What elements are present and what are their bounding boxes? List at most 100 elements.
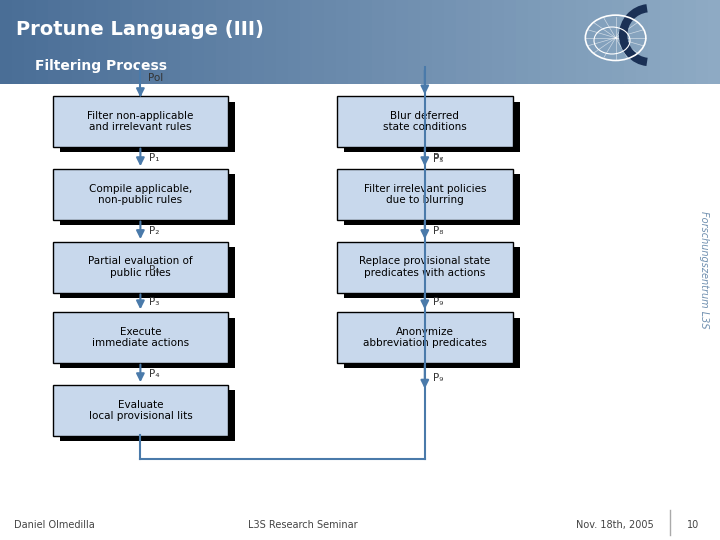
FancyBboxPatch shape [344,174,520,225]
FancyBboxPatch shape [53,385,228,436]
FancyBboxPatch shape [60,318,235,368]
Text: Anonymize
abbreviation predicates: Anonymize abbreviation predicates [363,327,487,348]
Bar [36,0,48,84]
FancyBboxPatch shape [337,96,513,147]
Bar [696,0,708,84]
Text: P₄: P₄ [149,369,160,379]
Bar [108,0,120,84]
Text: P₆: P₆ [149,265,159,275]
FancyBboxPatch shape [53,312,228,363]
Bar [480,0,492,84]
Bar [516,0,528,84]
Bar [708,0,720,84]
Text: Partial evaluation of
public rules: Partial evaluation of public rules [88,256,193,278]
Bar [576,0,588,84]
Text: P₉: P₉ [433,373,444,383]
Bar [528,0,540,84]
Bar [168,0,180,84]
Bar [492,0,504,84]
Bar [372,0,384,84]
Bar [144,0,156,84]
FancyBboxPatch shape [60,174,235,225]
Text: L3S Research Seminar: L3S Research Seminar [248,520,357,530]
Bar [324,0,336,84]
Bar [0,0,12,84]
FancyBboxPatch shape [60,390,235,441]
Bar [300,0,312,84]
Bar [648,0,660,84]
Text: P₈: P₈ [433,226,444,236]
Text: P₃: P₃ [149,298,159,307]
Text: Compile applicable,
non-public rules: Compile applicable, non-public rules [89,184,192,205]
Bar [396,0,408,84]
Bar [384,0,396,84]
Bar [612,0,624,84]
Text: 10: 10 [686,520,699,530]
Bar [336,0,348,84]
Bar [360,0,372,84]
Text: Filtering Process: Filtering Process [35,59,166,73]
FancyBboxPatch shape [344,318,520,368]
Text: P₁: P₁ [149,153,160,163]
Bar [48,0,60,84]
Bar [624,0,636,84]
Bar [72,0,84,84]
Text: Evaluate
local provisional lits: Evaluate local provisional lits [89,400,192,421]
Bar [60,0,72,84]
Bar [24,0,36,84]
Bar [132,0,144,84]
Text: P₇: P₇ [433,153,444,163]
Bar [504,0,516,84]
Bar [312,0,324,84]
FancyBboxPatch shape [60,247,235,298]
Bar [408,0,420,84]
Bar [156,0,168,84]
Bar [216,0,228,84]
Bar [120,0,132,84]
Bar [192,0,204,84]
Text: Nov. 18th, 2005: Nov. 18th, 2005 [576,520,654,530]
Bar [444,0,456,84]
FancyBboxPatch shape [60,102,235,152]
Bar [84,0,96,84]
Text: Blur deferred
state conditions: Blur deferred state conditions [383,111,467,132]
Bar [672,0,684,84]
Bar [348,0,360,84]
Bar [180,0,192,84]
Bar [228,0,240,84]
FancyBboxPatch shape [337,312,513,363]
Bar [96,0,108,84]
Bar [204,0,216,84]
Bar [564,0,576,84]
Text: Protune Language (III): Protune Language (III) [16,20,264,39]
FancyBboxPatch shape [337,242,513,293]
Bar [456,0,468,84]
Bar [288,0,300,84]
Bar [240,0,252,84]
Bar [600,0,612,84]
Bar [420,0,432,84]
Text: Daniel Olmedilla: Daniel Olmedilla [14,520,95,530]
Bar [264,0,276,84]
Bar [276,0,288,84]
Text: P₂: P₂ [149,226,159,236]
Text: Execute
immediate actions: Execute immediate actions [92,327,189,348]
Bar [660,0,672,84]
Bar [684,0,696,84]
Text: P₅: P₅ [433,154,444,164]
Text: Filter irrelevant policies
due to blurring: Filter irrelevant policies due to blurri… [364,184,486,205]
FancyBboxPatch shape [53,169,228,220]
Bar [12,0,24,84]
FancyBboxPatch shape [53,96,228,147]
Bar [468,0,480,84]
Bar [636,0,648,84]
Text: Replace provisional state
predicates with actions: Replace provisional state predicates wit… [359,256,490,278]
Bar [588,0,600,84]
Text: Forschungszentrum L3S: Forschungszentrum L3S [699,211,709,329]
FancyBboxPatch shape [337,169,513,220]
Text: Pol: Pol [148,73,163,83]
Bar [540,0,552,84]
FancyBboxPatch shape [344,102,520,152]
Bar [252,0,264,84]
FancyBboxPatch shape [53,242,228,293]
